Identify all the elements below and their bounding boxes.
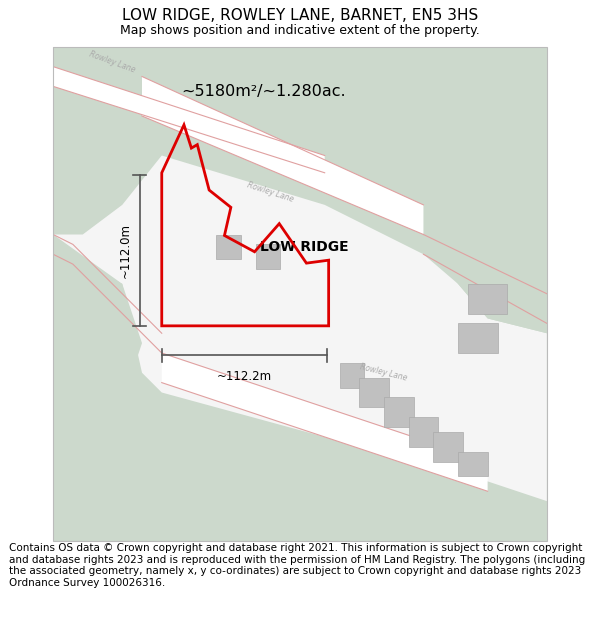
Polygon shape: [53, 67, 325, 173]
Polygon shape: [53, 264, 142, 541]
Text: LOW RIDGE, ROWLEY LANE, BARNET, EN5 3HS: LOW RIDGE, ROWLEY LANE, BARNET, EN5 3HS: [122, 8, 478, 23]
Polygon shape: [53, 106, 547, 501]
Polygon shape: [53, 47, 211, 234]
Text: Rowley Lane: Rowley Lane: [359, 362, 409, 383]
Polygon shape: [384, 398, 413, 427]
Polygon shape: [409, 418, 438, 447]
Polygon shape: [256, 244, 280, 269]
Text: LOW RIDGE: LOW RIDGE: [260, 240, 349, 254]
Polygon shape: [216, 234, 241, 259]
Polygon shape: [162, 353, 488, 491]
Text: Rowley Lane: Rowley Lane: [246, 181, 295, 204]
Text: Rowley Lane: Rowley Lane: [88, 49, 137, 74]
Polygon shape: [433, 432, 463, 462]
Polygon shape: [468, 284, 508, 314]
Polygon shape: [142, 76, 424, 234]
Polygon shape: [458, 323, 497, 353]
Polygon shape: [458, 452, 488, 476]
Polygon shape: [260, 47, 424, 185]
Polygon shape: [359, 378, 389, 408]
Text: ~5180m²/~1.280ac.: ~5180m²/~1.280ac.: [181, 84, 346, 99]
Polygon shape: [424, 47, 547, 333]
Polygon shape: [53, 47, 547, 541]
Text: ~112.0m: ~112.0m: [119, 223, 132, 278]
Text: ~112.2m: ~112.2m: [217, 370, 272, 382]
Text: Map shows position and indicative extent of the property.: Map shows position and indicative extent…: [120, 24, 480, 36]
Polygon shape: [340, 363, 364, 388]
Text: Contains OS data © Crown copyright and database right 2021. This information is : Contains OS data © Crown copyright and d…: [9, 543, 585, 588]
